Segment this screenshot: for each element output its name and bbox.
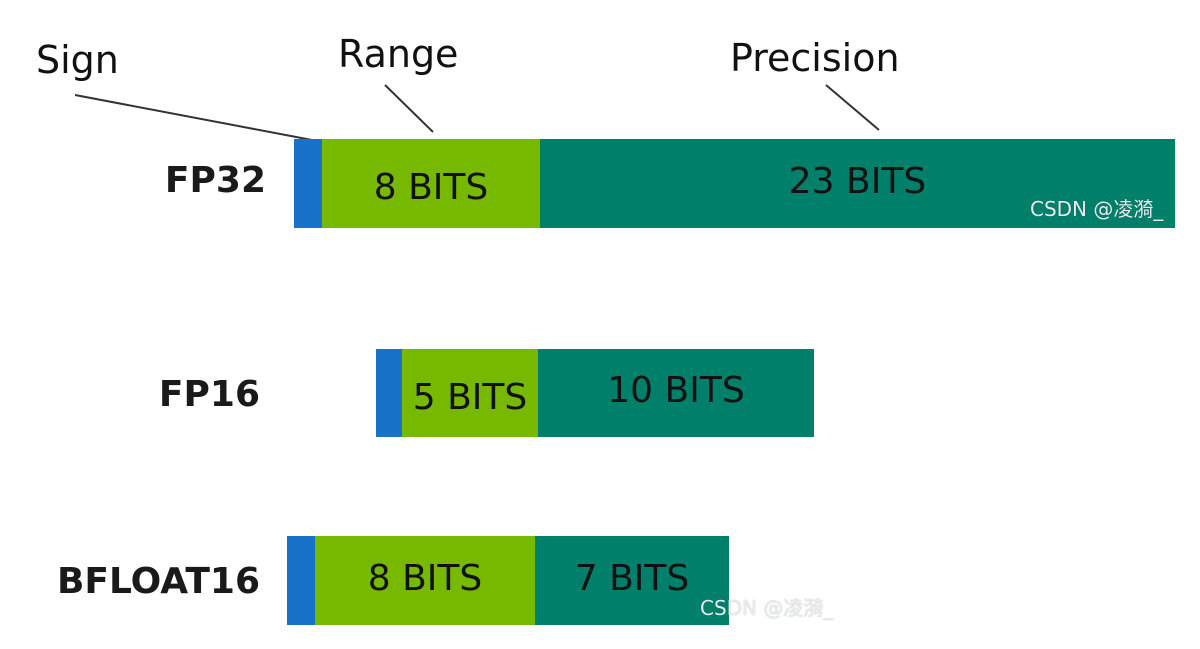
fp32-range-text: 8 BITS <box>373 167 489 208</box>
bfloat16-precision-segment: 7 BITS <box>535 536 729 625</box>
fp16-sign-segment <box>376 349 402 437</box>
fp32-range-segment: 8 BITS <box>322 139 540 228</box>
fp16-precision-text: 10 BITS <box>607 369 745 411</box>
fp32-precision-segment: 23 BITS <box>540 139 1175 228</box>
row-label-fp32: FP32 <box>164 160 266 201</box>
fp16-range-text: 5 BITS <box>412 376 528 418</box>
fp32-sign-segment <box>294 139 322 228</box>
watermark-top: CSDN @凌漪_ <box>1030 197 1164 221</box>
sign-callout: Sign <box>36 38 119 82</box>
precision-leader-line <box>825 84 880 131</box>
fp32-precision-text: 23 BITS <box>788 161 927 202</box>
precision-callout: Precision <box>730 36 900 80</box>
watermark-bottom: CSDN @凌漪_ <box>700 596 834 620</box>
bfloat16-range-text: 8 BITS <box>367 558 483 599</box>
fp16-range-segment: 5 BITS <box>402 349 538 437</box>
range-leader-line <box>384 84 434 133</box>
bfloat16-precision-text: 7 BITS <box>574 558 690 599</box>
fp16-precision-segment: 10 BITS <box>538 349 814 437</box>
bfloat16-sign-segment <box>287 536 315 625</box>
range-callout: Range <box>338 32 459 76</box>
row-label-bfloat16: BFLOAT16 <box>56 561 260 602</box>
row-label-fp16: FP16 <box>158 374 260 415</box>
bfloat16-range-segment: 8 BITS <box>315 536 535 625</box>
sign-leader-line <box>74 94 313 141</box>
